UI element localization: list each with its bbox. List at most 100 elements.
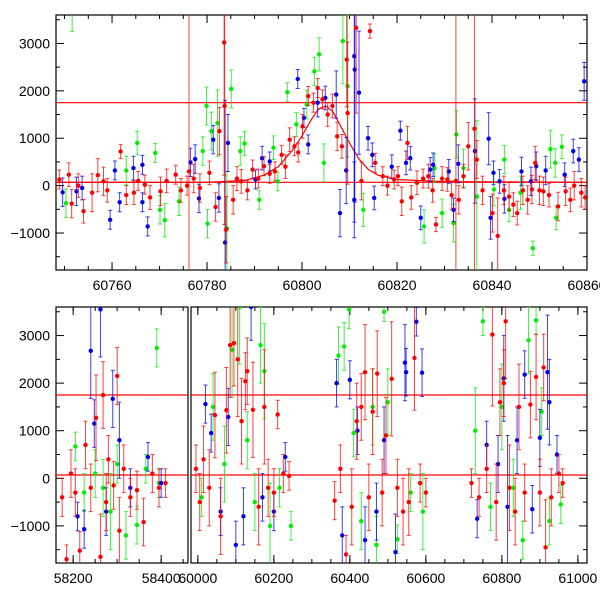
data-point-red [111,461,116,510]
data-layer [191,307,587,563]
marker [288,523,294,529]
data-point-red [117,496,122,563]
data-point-blue [98,307,103,358]
marker [503,319,508,324]
marker [439,210,445,216]
data-point-red [83,420,88,470]
marker [395,537,400,542]
marker [69,201,74,206]
data-point-blue [381,406,387,475]
marker [262,404,267,410]
data-point-green [558,484,563,525]
data-point-red [101,166,106,197]
data-point-blue [241,487,246,546]
marker [196,196,202,201]
data-point-red [490,193,495,233]
marker [579,190,584,195]
marker [145,454,151,460]
data-point-green [321,143,327,183]
marker [553,215,559,221]
y-tick-label: 1000 [19,130,50,146]
data-point-red [121,444,126,494]
data-point-red [449,180,454,210]
data-point-blue [352,161,357,239]
data-point-green [520,520,525,560]
marker [499,404,505,410]
marker [430,188,435,193]
marker [95,173,100,178]
data-point-green [359,492,364,551]
marker [209,128,214,134]
marker [473,428,478,433]
data-point-green [271,135,276,161]
marker [334,134,340,139]
data-point-red [480,175,485,206]
marker [199,495,204,500]
data-point-red [476,477,482,517]
data-point-green [135,130,140,156]
data-point-blue [547,358,552,446]
data-point-blue [545,314,550,430]
marker [256,176,261,181]
marker [258,342,263,348]
data-point-green [124,155,129,186]
marker [493,499,499,505]
data-point-red [239,169,244,194]
data-point-red [507,444,512,532]
data-point-blue [505,434,510,563]
data-point-red [267,163,272,184]
data-point-red [235,307,240,417]
data-point-red [68,449,74,498]
marker [576,157,582,162]
marker [529,187,535,192]
data-point-red [207,449,212,527]
marker [121,466,126,471]
marker [203,401,208,407]
marker [445,177,450,182]
data-point-red [245,337,250,406]
marker [295,76,300,82]
data-point-red [213,192,218,222]
marker [89,190,95,195]
marker [552,160,558,166]
marker [110,396,115,402]
marker [497,179,502,184]
marker [153,150,158,156]
marker [192,156,198,162]
marker [315,85,320,91]
marker [281,471,286,476]
marker [271,490,277,495]
data-point-red [370,368,375,456]
marker [334,92,339,97]
marker [530,507,535,512]
marker [412,355,417,361]
data-point-blue [88,307,93,399]
marker [389,376,394,382]
data-point-red [503,307,508,379]
data-point-red [271,468,277,517]
series-red [57,15,587,270]
data-point-blue [356,30,362,155]
data-point-green [267,482,273,563]
marker [555,204,561,209]
marker [285,90,290,95]
marker [375,371,380,376]
marker [145,224,150,229]
marker [433,222,439,227]
marker [267,159,272,164]
marker [344,57,349,62]
data-point-red [582,185,587,210]
series-red [193,307,565,563]
data-point-red [227,307,233,398]
data-point-red [474,140,480,180]
data-point-green [294,112,299,137]
data-point-blue [112,160,118,181]
marker [398,128,403,133]
marker [81,209,86,214]
marker [178,188,184,193]
data-point-red [163,468,168,498]
data-point-green [351,408,356,458]
data-point-green [439,198,445,228]
marker [537,188,542,193]
